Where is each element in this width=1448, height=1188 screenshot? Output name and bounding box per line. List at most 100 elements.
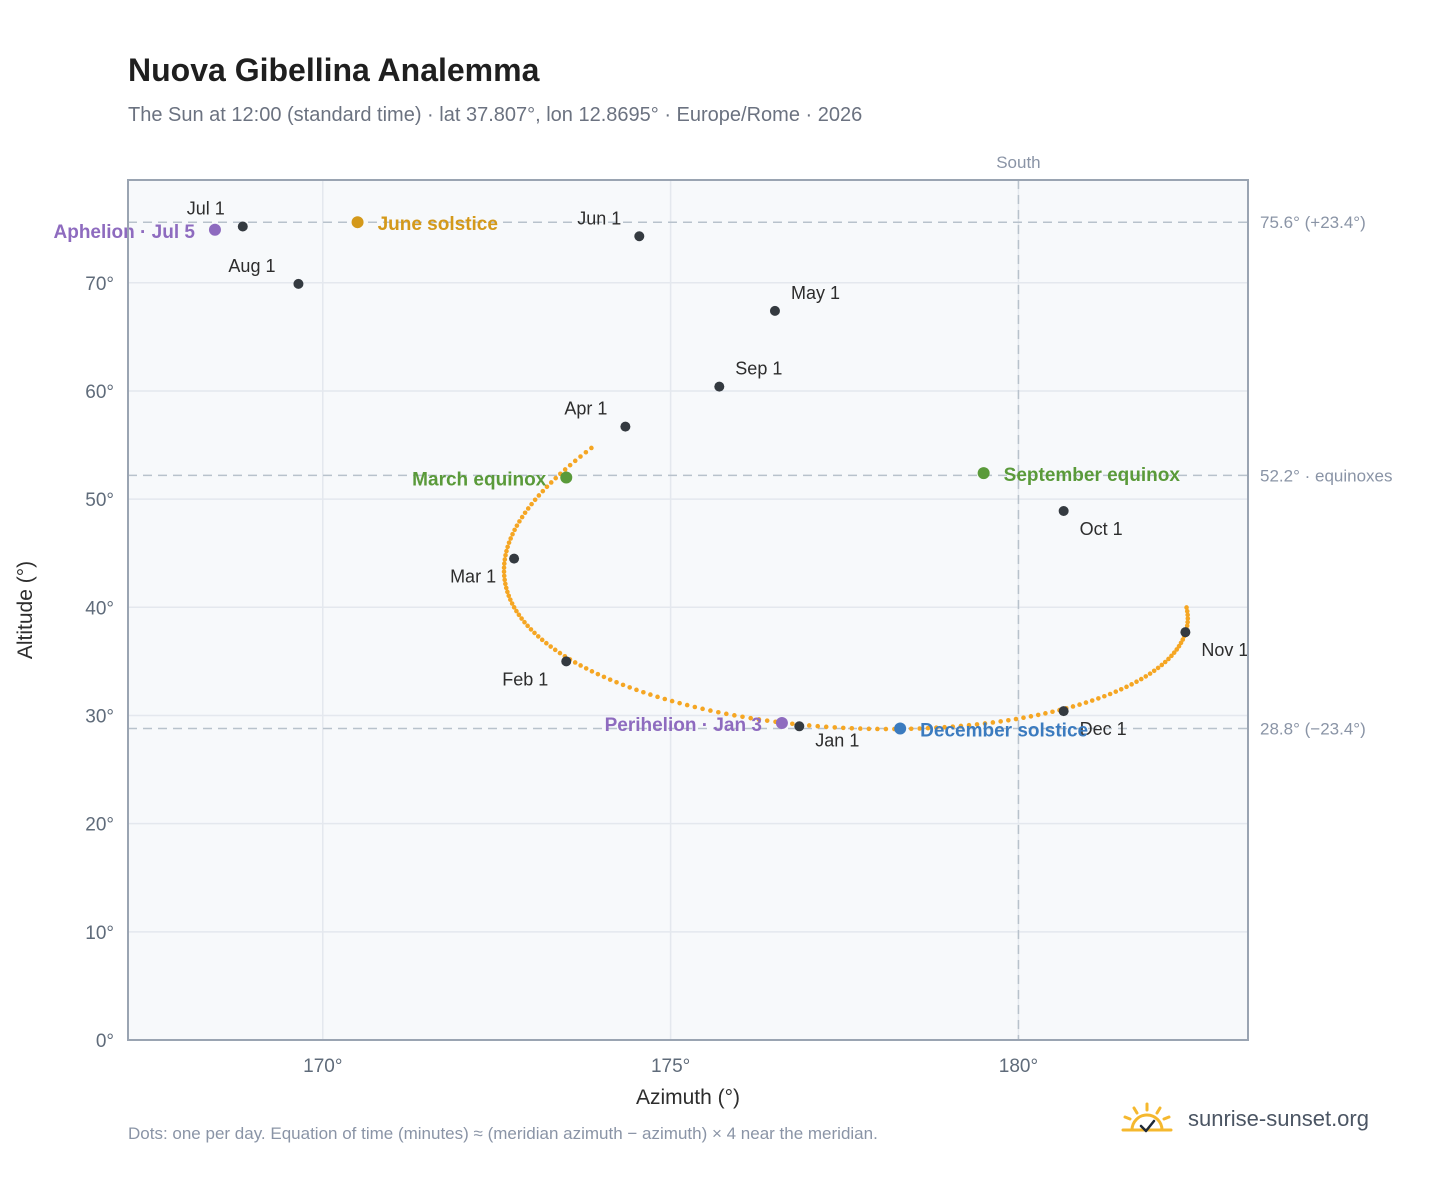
- month-marker-label: Jun 1: [577, 208, 621, 228]
- daily-dot: [1096, 696, 1101, 701]
- y-tick-label: 60°: [85, 382, 114, 403]
- daily-dot: [553, 475, 559, 481]
- daily-dot: [505, 589, 510, 595]
- daily-dot: [1151, 668, 1157, 674]
- daily-dot: [514, 523, 520, 528]
- daily-dot: [917, 726, 922, 731]
- month-marker-label: Jul 1: [187, 199, 225, 219]
- daily-dot: [522, 619, 527, 625]
- daily-dot: [934, 725, 939, 731]
- daily-dot: [1050, 709, 1055, 715]
- chart-subtitle: The Sun at 12:00 (standard time) · lat 3…: [128, 104, 863, 126]
- daily-dot: [503, 552, 508, 558]
- month-marker: [237, 221, 248, 232]
- daily-dot: [509, 601, 515, 606]
- daily-dot: [950, 724, 956, 729]
- daily-dot: [655, 694, 660, 700]
- analemma-path: [501, 445, 1191, 732]
- brand-logo[interactable]: sunrise-sunset.org: [1120, 1102, 1369, 1136]
- daily-dot: [601, 674, 607, 680]
- y-tick-label: 70°: [85, 274, 114, 295]
- event-label: March equinox: [412, 469, 547, 490]
- month-marker: [1058, 506, 1069, 517]
- daily-dot: [764, 718, 770, 723]
- daily-dot: [1162, 659, 1168, 665]
- daily-dot: [502, 577, 507, 583]
- y-tick-label: 30°: [85, 706, 114, 727]
- event-markers: March equinox June solstice September equi…: [54, 214, 1181, 741]
- daily-dot: [974, 722, 980, 727]
- plot-background: [128, 180, 1248, 1040]
- daily-dot: [578, 454, 583, 459]
- daily-dot: [1185, 612, 1190, 618]
- daily-dot: [1176, 643, 1182, 649]
- daily-dot: [1171, 650, 1177, 655]
- daily-dot: [1184, 608, 1190, 614]
- y-axis-label: Altitude (°): [14, 561, 37, 659]
- daily-dot: [539, 637, 545, 643]
- daily-dot: [1089, 698, 1095, 703]
- month-marker-label: Dec 1: [1080, 719, 1127, 739]
- event-marker: [894, 722, 907, 735]
- daily-dot: [548, 480, 554, 485]
- daily-dot: [858, 726, 863, 731]
- daily-dot: [1129, 682, 1134, 687]
- daily-dot: [908, 726, 914, 732]
- daily-dot: [756, 717, 762, 722]
- daily-dot: [540, 488, 546, 494]
- daily-dot: [1028, 714, 1034, 719]
- event-marker: [351, 216, 364, 229]
- month-marker: [561, 656, 572, 667]
- daily-dot: [525, 623, 530, 629]
- axes: 0° 10° 20° 30° 40° 50° 60° 70° 170° 175° 180° Azimu…: [14, 274, 1038, 1109]
- daily-dot: [529, 501, 534, 507]
- month-marker-label: May 1: [791, 283, 840, 303]
- daily-dot: [634, 687, 639, 693]
- daily-dot: [1185, 619, 1190, 625]
- daily-dot: [536, 493, 542, 498]
- y-tick-label: 20°: [85, 815, 114, 836]
- daily-dot: [1021, 715, 1026, 721]
- daily-dot: [510, 531, 515, 537]
- daily-dot: [548, 644, 553, 649]
- reference-line-label: 75.6° (+23.4°): [1260, 213, 1366, 232]
- footnote: Dots: one per day. Equation of time (min…: [128, 1124, 878, 1143]
- daily-dot: [607, 677, 613, 682]
- daily-dot: [1035, 712, 1041, 718]
- daily-dot: [528, 627, 534, 632]
- month-marker-label: Feb 1: [502, 669, 548, 689]
- daily-dot: [552, 647, 558, 653]
- month-marker: [1058, 706, 1069, 717]
- daily-dot: [942, 724, 947, 730]
- daily-dot: [1155, 665, 1161, 671]
- daily-dot: [740, 714, 745, 720]
- month-markers: Jan 1 Feb 1 Mar 1 Apr 1 May 1 Jun 1 Jul 1 Aug 1…: [187, 199, 1249, 751]
- reference-line-label: 28.8° (−23.4°): [1260, 719, 1366, 738]
- event-label: September equinox: [1004, 465, 1181, 486]
- daily-dot: [557, 650, 563, 656]
- daily-dot: [982, 721, 988, 726]
- daily-dot: [532, 630, 537, 636]
- daily-dot: [614, 679, 619, 685]
- daily-dot: [517, 519, 522, 524]
- daily-dot: [1184, 623, 1190, 629]
- daily-dot: [790, 721, 795, 727]
- month-marker-label: Mar 1: [450, 567, 496, 587]
- daily-dot: [1107, 691, 1113, 697]
- event-marker: [775, 717, 788, 730]
- daily-dot: [522, 510, 528, 516]
- event-marker: [560, 471, 573, 484]
- daily-dot: [1169, 653, 1174, 659]
- daily-dot: [589, 445, 594, 451]
- reference-lines: 75.6° (+23.4°) 52.2° · equinoxes 28.8° (−2…: [128, 153, 1393, 1040]
- daily-dot: [505, 544, 510, 550]
- daily-dot: [504, 548, 509, 554]
- daily-dot: [1184, 605, 1189, 610]
- daily-dot: [748, 715, 753, 721]
- daily-dot: [544, 640, 549, 646]
- daily-dot: [875, 726, 880, 732]
- daily-dot: [1083, 700, 1089, 705]
- daily-dot: [503, 581, 508, 587]
- daily-dot: [572, 660, 578, 665]
